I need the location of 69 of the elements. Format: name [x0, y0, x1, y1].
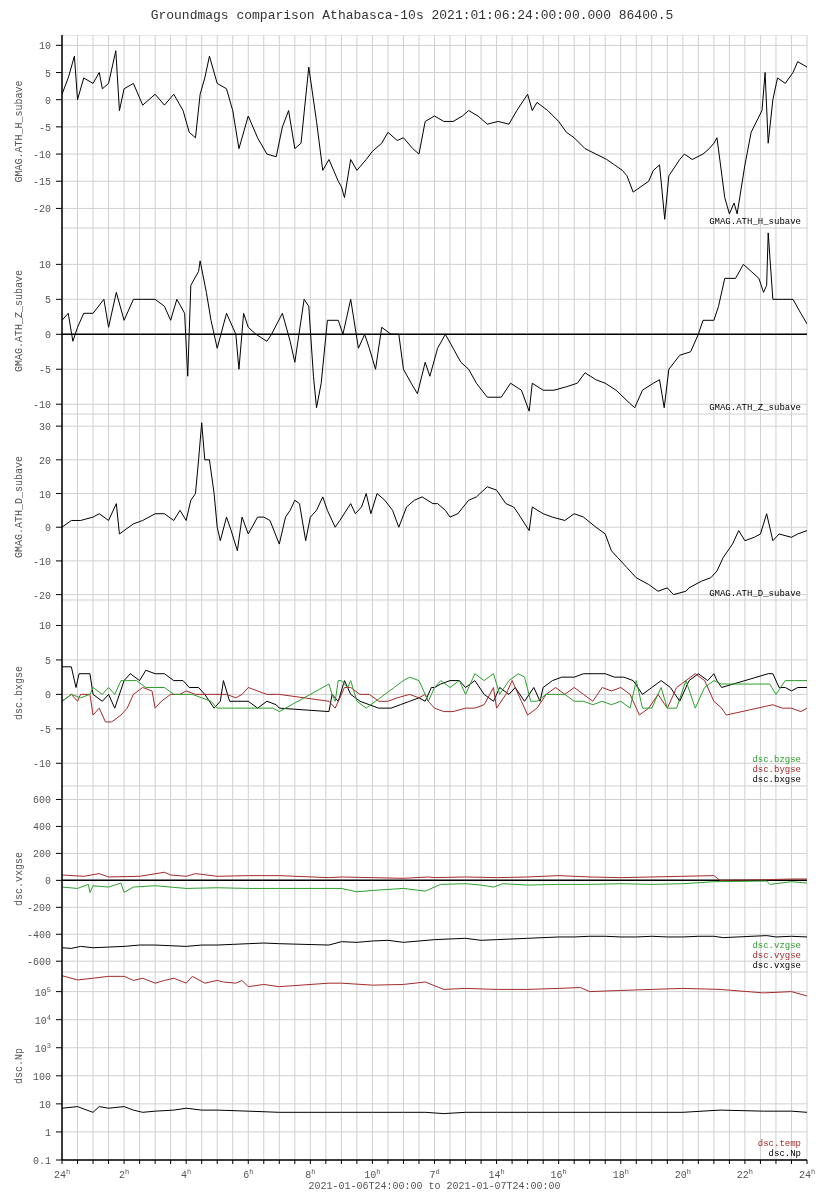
x-tick-label: 14$^{h}$ — [488, 1168, 505, 1181]
chart-title: Groundmags comparison Athabasca-10s 2021:01:06:24:00:00.000 86400.5 — [149, 8, 675, 23]
y-tick-label: -600 — [26, 957, 51, 969]
text: dsc.bygse — [752, 765, 801, 775]
y-tick-label: 10$^{5}$ — [34, 985, 51, 999]
y-axis-title: dsc.Np — [13, 1047, 25, 1085]
y-tick-label: 5 — [44, 295, 51, 307]
y-tick-label: 200 — [32, 849, 51, 861]
series-label: GMAG.ATH_D_subave — [709, 589, 801, 599]
y-axis-title: GMAG.ATH_H_subave — [13, 80, 25, 183]
y-tick-label: -10 — [32, 556, 51, 568]
x-tick-label: 18$^{h}$ — [612, 1168, 629, 1181]
y-tick-label: -10 — [32, 400, 51, 412]
y-tick-label: 0 — [44, 95, 51, 107]
y-tick-label: -20 — [32, 590, 51, 602]
y-tick-label: 0 — [44, 523, 51, 535]
x-axis-title: 2021-01-06T24:00:00 to 2021-01-07T24:00:00 — [307, 1181, 562, 1192]
y-tick-label: -400 — [26, 930, 51, 942]
y-tick-label: 0 — [44, 690, 51, 702]
y-tick-label: 5 — [44, 655, 51, 667]
y-tick-label: 10 — [38, 41, 51, 53]
y-tick-label: -10 — [32, 150, 51, 162]
text: dsc.bzgse — [752, 755, 801, 765]
text: dsc.vygse — [752, 951, 801, 961]
y-tick-label: 0 — [44, 876, 51, 888]
text: GMAG.ATH_H_subave — [709, 217, 801, 227]
x-tick-label: 16$^{h}$ — [550, 1168, 567, 1181]
x-tick-label: 4$^{h}$ — [181, 1168, 192, 1181]
y-tick-label: 10$^{3}$ — [34, 1041, 51, 1055]
y-tick-label: -5 — [38, 724, 51, 736]
y-tick-label: 100 — [32, 1071, 51, 1083]
y-tick-label: 30 — [38, 422, 51, 434]
y-tick-label: 5 — [44, 68, 51, 80]
y-tick-label: 0 — [44, 330, 51, 342]
y-tick-label: 10 — [38, 1099, 51, 1111]
y-axis-title: dsc.vxgse — [13, 851, 25, 907]
y-tick-label: -10 — [32, 759, 51, 771]
x-tick-label: 2$^{h}$ — [118, 1168, 130, 1181]
y-tick-label: 10 — [38, 260, 51, 272]
y-tick-label: -15 — [32, 177, 51, 189]
y-tick-label: -5 — [38, 122, 51, 134]
text: dsc.vzgse — [752, 941, 801, 951]
text: dsc.bxgse — [752, 775, 801, 785]
y-tick-label: 600 — [32, 795, 51, 807]
y-axis-title: GMAG.ATH_Z_subave — [13, 269, 25, 373]
y-axis-title: dsc.bxgse — [13, 665, 25, 721]
y-tick-label: -20 — [32, 204, 51, 216]
y-tick-label: 0.1 — [32, 1156, 51, 1167]
y-tick-label: 20 — [38, 455, 51, 467]
y-tick-label: 1 — [44, 1127, 51, 1139]
x-tick-label: 20$^{h}$ — [674, 1168, 691, 1181]
x-tick-label: 8$^{h}$ — [305, 1168, 316, 1181]
x-tick-label: 22$^{h}$ — [736, 1168, 754, 1181]
y-tick-label: 400 — [32, 822, 51, 834]
text: GMAG.ATH_Z_subave — [709, 403, 801, 413]
y-tick-label: -200 — [26, 903, 51, 915]
y-tick-label: 10 — [38, 621, 51, 633]
x-tick-label: 6$^{h}$ — [243, 1168, 254, 1181]
y-axis-title: GMAG.ATH_D_subave — [13, 455, 25, 559]
y-tick-label: -5 — [38, 365, 51, 377]
text: dsc.Np — [767, 1149, 801, 1159]
x-tick-label: 24$^{h}$ — [53, 1168, 71, 1181]
y-tick-label: 10$^{4}$ — [34, 1013, 51, 1027]
x-tick-label: 24$^{h}$ — [798, 1168, 816, 1181]
x-tick-label: 10$^{h}$ — [364, 1168, 381, 1181]
text: dsc.vxgse — [752, 961, 801, 971]
text: dsc.temp — [757, 1139, 801, 1149]
y-tick-label: 10 — [38, 489, 51, 501]
x-tick-label: 7$^{d}$ — [429, 1168, 440, 1181]
